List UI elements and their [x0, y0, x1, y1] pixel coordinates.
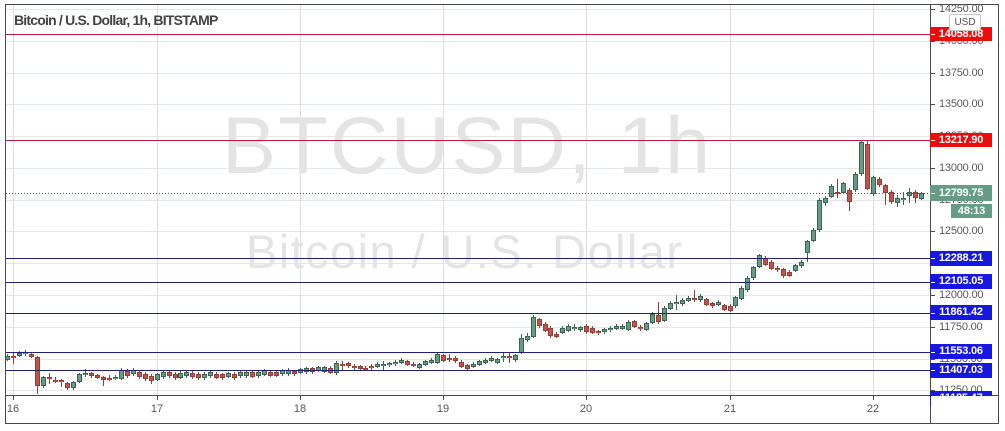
svg-text:BTCUSD, 1h: BTCUSD, 1h	[222, 101, 710, 191]
svg-text:Bitcoin / U.S. Dollar: Bitcoin / U.S. Dollar	[246, 225, 682, 278]
